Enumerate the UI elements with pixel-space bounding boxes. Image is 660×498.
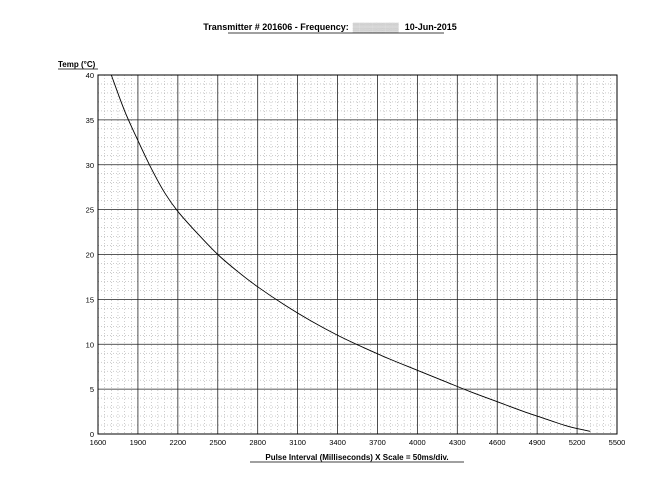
y-tick-label: 20 bbox=[86, 251, 94, 260]
y-tick-label: 5 bbox=[90, 385, 94, 394]
x-tick-label: 3700 bbox=[369, 438, 386, 447]
x-tick-label: 2500 bbox=[209, 438, 226, 447]
x-tick-label: 1900 bbox=[130, 438, 147, 447]
frequency-redacted: ▓▓▓▓▓▓▓ bbox=[353, 22, 399, 33]
chart-title: Transmitter # 201606 - Frequency: ▓▓▓▓▓▓▓… bbox=[203, 22, 457, 33]
x-axis-label: Pulse Interval (Milliseconds) X Scale = … bbox=[265, 453, 448, 462]
y-tick-labels: 0 5 10 15 20 25 30 35 40 bbox=[86, 71, 94, 439]
y-tick-label: 15 bbox=[86, 295, 94, 304]
y-tick-label: 25 bbox=[86, 206, 94, 215]
x-tick-label: 2200 bbox=[170, 438, 187, 447]
y-tick-label: 0 bbox=[90, 430, 94, 439]
x-tick-label: 4000 bbox=[409, 438, 426, 447]
x-tick-label: 4900 bbox=[529, 438, 546, 447]
minor-grid bbox=[98, 75, 617, 434]
plot-frame bbox=[97, 74, 618, 435]
x-tick-label: 2800 bbox=[249, 438, 266, 447]
y-axis-label: Temp (°C) bbox=[58, 60, 96, 69]
y-tick-label: 35 bbox=[86, 116, 94, 125]
y-tick-label: 30 bbox=[86, 161, 94, 170]
chart-title-prefix: Transmitter # 201606 - Frequency: bbox=[203, 22, 349, 32]
y-tick-label: 40 bbox=[86, 71, 94, 80]
x-tick-label: 5200 bbox=[569, 438, 586, 447]
major-grid bbox=[98, 75, 617, 434]
chart-title-date: 10-Jun-2015 bbox=[405, 22, 457, 32]
x-tick-label: 5500 bbox=[609, 438, 626, 447]
x-tick-label: 3100 bbox=[289, 438, 306, 447]
x-tick-labels: 1600 1900 2200 2500 2800 3100 3400 3700 4000 4300… bbox=[90, 438, 626, 447]
series-curve bbox=[110, 74, 591, 432]
y-tick-label: 10 bbox=[86, 340, 94, 349]
x-tick-label: 4600 bbox=[489, 438, 506, 447]
x-tick-label: 3400 bbox=[329, 438, 346, 447]
x-tick-label: 1600 bbox=[90, 438, 107, 447]
x-tick-label: 4300 bbox=[449, 438, 466, 447]
